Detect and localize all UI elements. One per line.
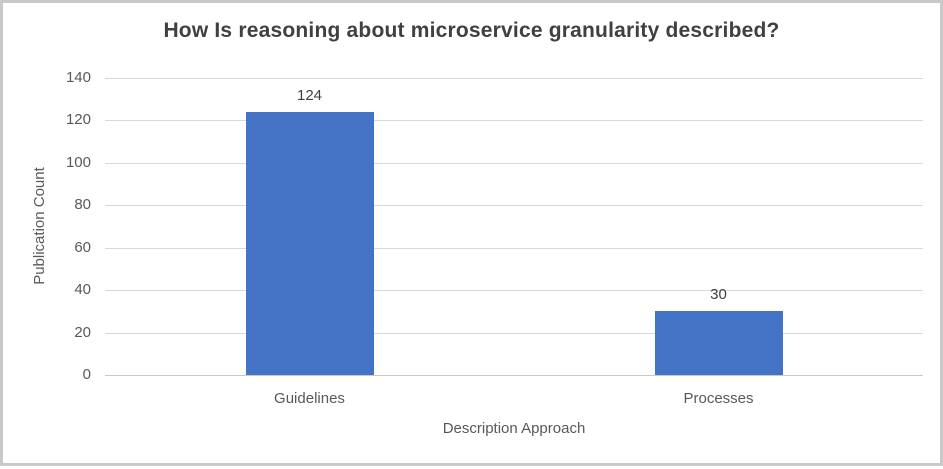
y-tick-label: 40: [74, 281, 91, 299]
bar-data-label: 30: [710, 286, 727, 304]
y-tick-label: 20: [74, 323, 91, 341]
gridline: [105, 162, 923, 164]
x-category-label: Processes: [683, 390, 754, 407]
y-tick-label: 140: [65, 69, 91, 86]
gridline: [105, 290, 923, 292]
bar-processes: [654, 311, 783, 375]
x-category-label: Guidelines: [274, 390, 345, 407]
bar-data-label: 124: [296, 86, 323, 104]
bar-guidelines: [245, 111, 374, 375]
gridline: [105, 205, 923, 207]
gridline: [105, 332, 923, 334]
y-tick-label: 60: [74, 238, 91, 256]
y-tick-label: 0: [82, 366, 91, 383]
gridline: [105, 78, 923, 79]
x-axis-line: [105, 375, 923, 376]
plot-area: 0 20 40 60 80 100 120 140 124 Guidelines 30 Process…: [3, 3, 943, 469]
chart-title: How Is reasoning about microservice gran…: [163, 19, 780, 42]
gridline: [105, 247, 923, 249]
y-tick-label: 100: [65, 153, 91, 171]
y-tick-label: 120: [65, 111, 91, 129]
gridline: [105, 120, 923, 122]
y-tick-label: 80: [74, 196, 91, 214]
x-axis-title: Description Approach: [442, 420, 586, 437]
